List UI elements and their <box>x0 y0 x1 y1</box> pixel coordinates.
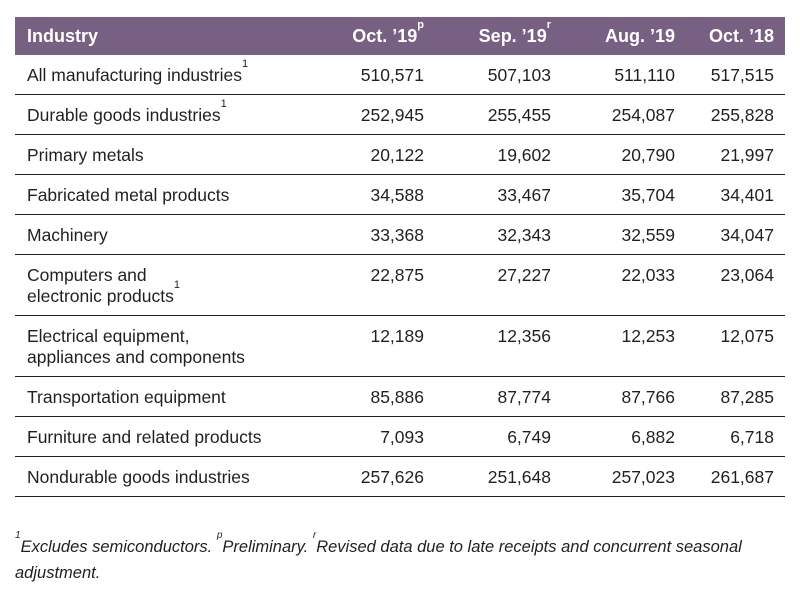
table-header: Industry Oct. ’19p Sep. ’19r Aug. ’19 Oct. ’… <box>15 17 785 55</box>
footnote-text-3: Revised data due to late receipts and co… <box>15 538 742 582</box>
industry-table: Industry Oct. ’19p Sep. ’19r Aug. ’19 Oct. ’… <box>15 17 785 497</box>
industry-name-line: appliances and components <box>27 347 245 367</box>
value-cell: 12,189 <box>317 315 434 377</box>
table-body: All manufacturing industries1 510,571 507,… <box>15 55 785 497</box>
industry-cell: Durable goods industries1 <box>15 94 317 135</box>
value-cell: 255,455 <box>434 94 561 135</box>
value-cell: 23,064 <box>685 254 785 316</box>
column-header-superscript: r <box>546 18 551 31</box>
column-header-industry: Industry <box>15 17 317 55</box>
industry-name-line: Electrical equipment, <box>27 326 190 346</box>
table-row: Transportation equipment 85,886 87,774 87,7… <box>15 376 785 417</box>
industry-cell: Furniture and related products <box>15 416 317 457</box>
value-cell: 33,368 <box>317 214 434 255</box>
footnote-text-1: Excludes semiconductors. <box>20 538 217 556</box>
value-cell: 6,882 <box>561 416 685 457</box>
column-header-1: Oct. ’19p <box>317 17 434 55</box>
footnote-sup-r: r <box>312 530 317 541</box>
table-row: Fabricated metal products 34,588 33,467 35,… <box>15 174 785 215</box>
value-cell: 510,571 <box>317 55 434 95</box>
industry-cell: Computers and electronic products1 <box>15 254 317 316</box>
industry-cell: Transportation equipment <box>15 376 317 417</box>
footnote-sup-p: p <box>216 530 223 541</box>
table-row: Nondurable goods industries 257,626 251,64… <box>15 456 785 497</box>
column-header-label: Industry <box>27 25 99 46</box>
value-cell: 32,559 <box>561 214 685 255</box>
header-row: Industry Oct. ’19p Sep. ’19r Aug. ’19 Oct. ’… <box>15 17 785 55</box>
industry-cell: Electrical equipment, appliances and comp… <box>15 315 317 377</box>
table-row: Durable goods industries1 252,945 255,455 2… <box>15 94 785 135</box>
value-cell: 20,790 <box>561 134 685 175</box>
column-header-label: Oct. ’19 <box>352 25 418 46</box>
value-cell: 6,749 <box>434 416 561 457</box>
table-row: Furniture and related products 7,093 6,749… <box>15 416 785 457</box>
industry-cell: Primary metals <box>15 134 317 175</box>
industry-name-line: Durable goods industries <box>27 105 221 125</box>
column-header-2: Sep. ’19r <box>434 17 561 55</box>
industry-table-container: Industry Oct. ’19p Sep. ’19r Aug. ’19 Oct. ’… <box>15 17 785 497</box>
industry-name-line: Transportation equipment <box>27 387 226 407</box>
value-cell: 22,033 <box>561 254 685 316</box>
value-cell: 252,945 <box>317 94 434 135</box>
value-cell: 12,356 <box>434 315 561 377</box>
value-cell: 34,401 <box>685 174 785 215</box>
value-cell: 21,997 <box>685 134 785 175</box>
value-cell: 507,103 <box>434 55 561 95</box>
column-header-label: Oct. ’18 <box>708 25 774 46</box>
column-header-3: Aug. ’19 <box>561 17 685 55</box>
table-row: All manufacturing industries1 510,571 507,… <box>15 55 785 95</box>
footnote-text-2: Preliminary. <box>222 538 313 556</box>
value-cell: 511,110 <box>561 55 685 95</box>
industry-name-line: Furniture and related products <box>27 427 262 447</box>
industry-name-line: Machinery <box>27 225 108 245</box>
value-cell: 517,515 <box>685 55 785 95</box>
value-cell: 12,075 <box>685 315 785 377</box>
industry-cell: All manufacturing industries1 <box>15 55 317 95</box>
table-row: Electrical equipment, appliances and comp… <box>15 315 785 377</box>
industry-cell: Nondurable goods industries <box>15 456 317 497</box>
industry-name-line: Computers and <box>27 265 147 285</box>
value-cell: 85,886 <box>317 376 434 417</box>
industry-name-line: Primary metals <box>27 145 144 165</box>
value-cell: 87,766 <box>561 376 685 417</box>
value-cell: 35,704 <box>561 174 685 215</box>
column-header-4: Oct. ’18 <box>685 17 785 55</box>
table-row: Primary metals 20,122 19,602 20,790 21,997 <box>15 134 785 175</box>
industry-footnote-marker: 1 <box>241 58 249 70</box>
value-cell: 87,774 <box>434 376 561 417</box>
value-cell: 33,467 <box>434 174 561 215</box>
value-cell: 257,023 <box>561 456 685 497</box>
value-cell: 251,648 <box>434 456 561 497</box>
table-row: Computers and electronic products1 22,875 2… <box>15 254 785 316</box>
industry-name-line: All manufacturing industries <box>27 65 242 85</box>
value-cell: 261,687 <box>685 456 785 497</box>
value-cell: 34,047 <box>685 214 785 255</box>
value-cell: 257,626 <box>317 456 434 497</box>
industry-cell: Fabricated metal products <box>15 174 317 215</box>
column-header-superscript: p <box>417 18 424 31</box>
value-cell: 6,718 <box>685 416 785 457</box>
column-header-label: Sep. ’19 <box>478 25 547 46</box>
industry-cell: Machinery <box>15 214 317 255</box>
value-cell: 12,253 <box>561 315 685 377</box>
value-cell: 34,588 <box>317 174 434 215</box>
industry-name-line: Nondurable goods industries <box>27 467 250 487</box>
industry-footnote-marker: 1 <box>220 98 227 110</box>
value-cell: 22,875 <box>317 254 434 316</box>
value-cell: 32,343 <box>434 214 561 255</box>
value-cell: 254,087 <box>561 94 685 135</box>
value-cell: 87,285 <box>685 376 785 417</box>
value-cell: 19,602 <box>434 134 561 175</box>
value-cell: 7,093 <box>317 416 434 457</box>
footnote-sup-1: 1 <box>15 530 21 541</box>
value-cell: 255,828 <box>685 94 785 135</box>
value-cell: 20,122 <box>317 134 434 175</box>
footnote: 1Excludes semiconductors. pPreliminary. … <box>15 531 785 586</box>
table-row: Machinery 33,368 32,343 32,559 34,047 <box>15 214 785 255</box>
industry-footnote-marker: 1 <box>173 279 181 291</box>
industry-name-line: Fabricated metal products <box>27 185 230 205</box>
industry-name-line: electronic products <box>27 286 174 306</box>
value-cell: 27,227 <box>434 254 561 316</box>
column-header-label: Aug. ’19 <box>604 25 675 46</box>
